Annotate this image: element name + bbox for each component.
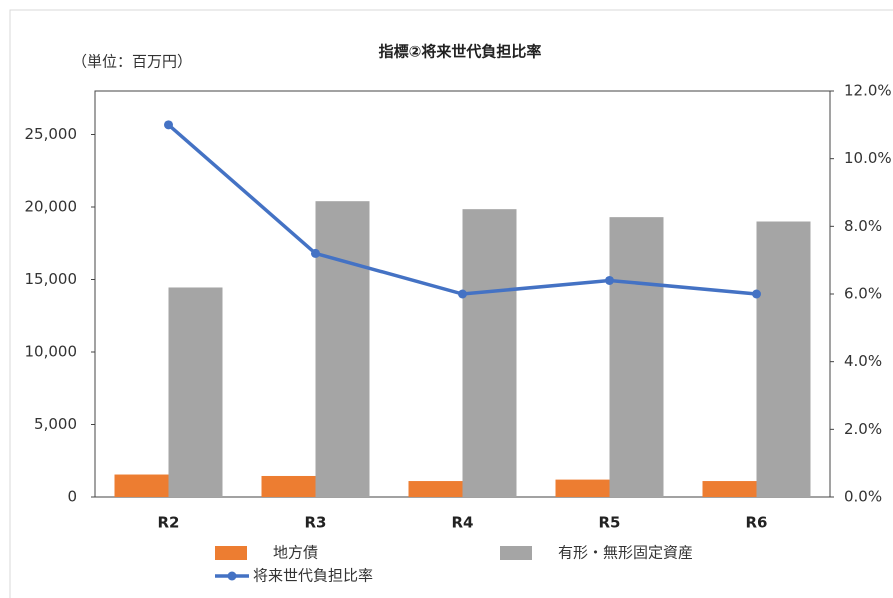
y2-tick-label: 0.0% <box>844 488 882 506</box>
line-marker <box>164 120 173 130</box>
y2-tick-label: 12.0% <box>844 82 892 100</box>
bar <box>756 221 811 497</box>
x-tick-label: R4 <box>452 514 474 532</box>
y-tick-label: 15,000 <box>25 270 78 288</box>
y2-tick-label: 2.0% <box>844 420 882 438</box>
chart-frame <box>9 9 893 598</box>
y2-tick-label: 10.0% <box>844 149 892 167</box>
chart-title: 指標②将来世代負担比率 <box>379 43 542 61</box>
bar <box>408 481 463 497</box>
x-tick-label: R3 <box>305 514 327 532</box>
y2-tick-label: 4.0% <box>844 352 882 370</box>
x-tick-label: R6 <box>746 514 768 532</box>
bar <box>609 217 664 497</box>
legend-label: 地方債 <box>273 544 318 562</box>
bar <box>315 201 370 497</box>
bar <box>114 474 169 497</box>
legend-label: 将来世代負担比率 <box>253 567 373 585</box>
bar <box>261 475 316 497</box>
legend-label: 有形・無形固定資産 <box>558 544 693 562</box>
legend-swatch <box>215 546 247 560</box>
y-tick-label: 10,000 <box>25 343 78 361</box>
line-marker <box>752 289 761 299</box>
y-tick-label: 5,000 <box>34 415 77 433</box>
x-tick-label: R5 <box>599 514 621 532</box>
bar <box>702 481 757 497</box>
bar <box>462 209 517 498</box>
line-marker <box>458 289 467 299</box>
bar <box>168 287 223 497</box>
bar <box>555 479 610 497</box>
line-marker <box>605 275 614 285</box>
legend-swatch-marker <box>227 571 237 581</box>
x-tick-label: R2 <box>158 514 180 532</box>
y-tick-label: 0 <box>67 488 77 506</box>
y2-tick-label: 8.0% <box>844 217 882 235</box>
unit-label: （単位：百万円） <box>72 53 192 71</box>
legend-swatch <box>500 546 532 560</box>
line-marker <box>311 248 320 258</box>
y2-tick-label: 6.0% <box>844 285 882 303</box>
y-tick-label: 20,000 <box>25 198 78 216</box>
y-tick-label: 25,000 <box>25 125 78 143</box>
